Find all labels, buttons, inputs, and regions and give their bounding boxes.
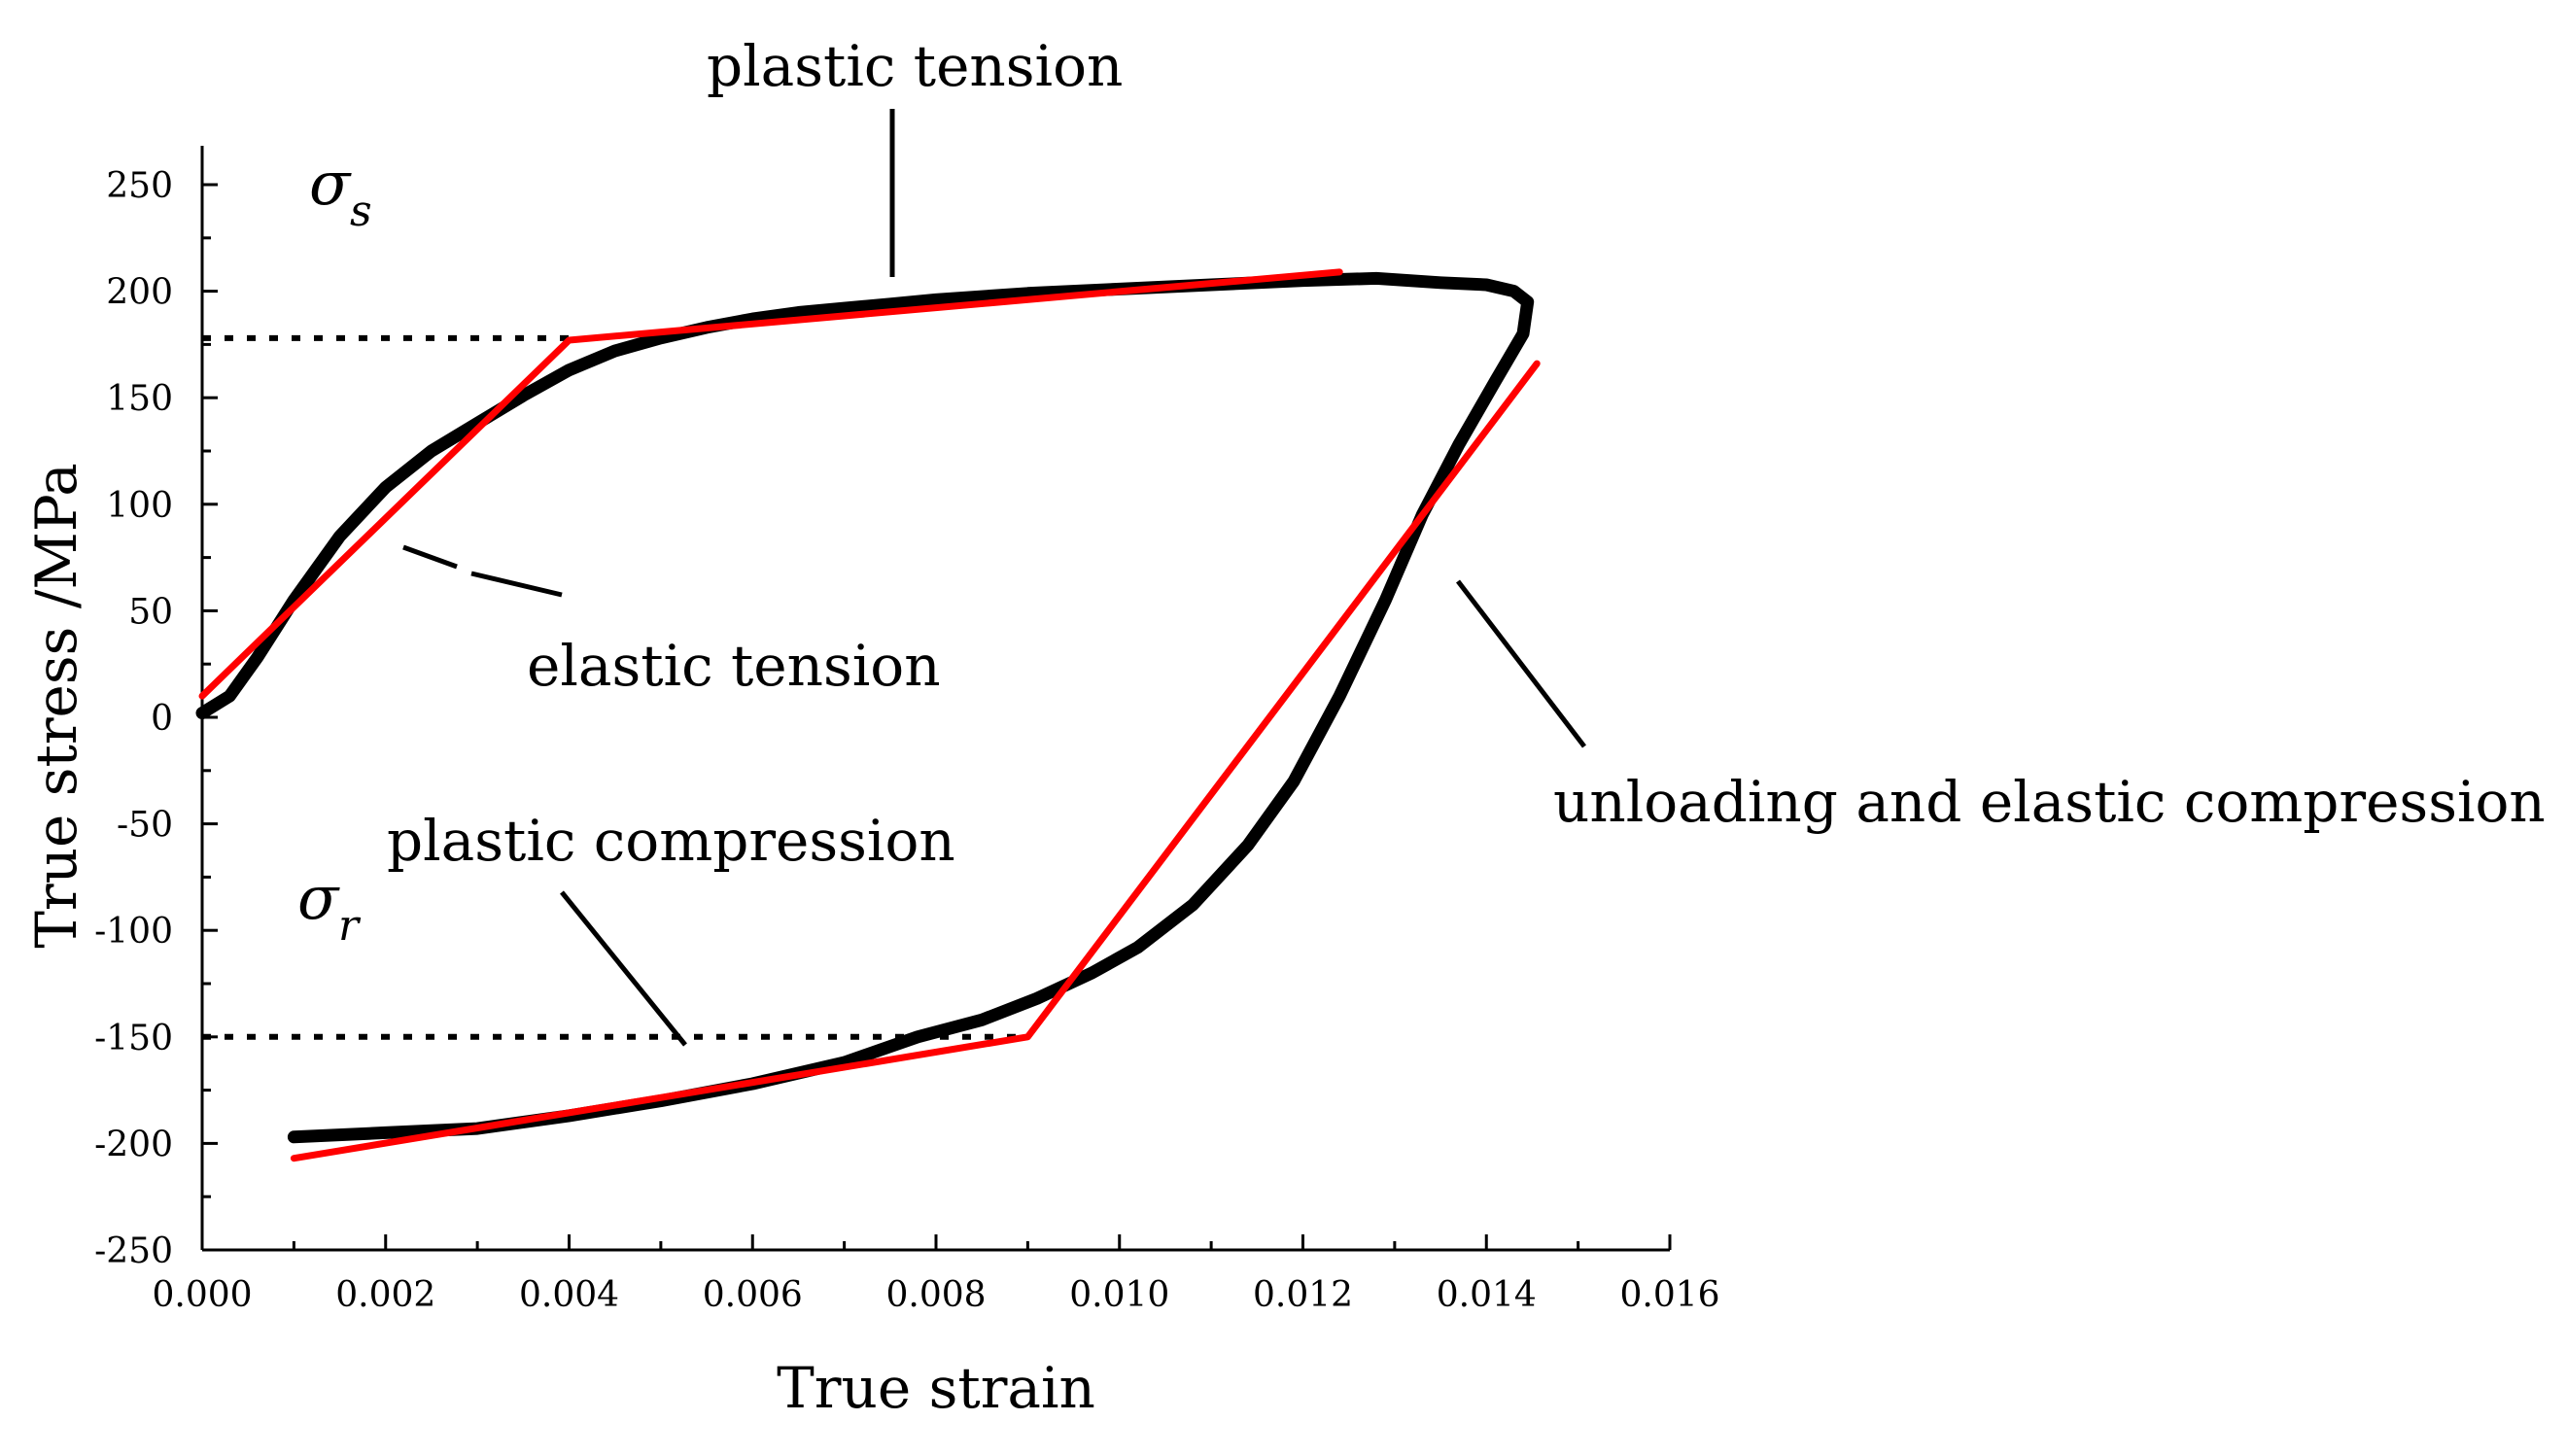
y-tick-label: 50: [128, 592, 173, 632]
data-point: [427, 447, 435, 455]
bilinear-fit-line: [198, 268, 1343, 700]
x-tick-label: 0.004: [519, 1275, 619, 1315]
data-point: [225, 692, 234, 701]
data-point: [610, 346, 619, 355]
data-point: [1290, 777, 1299, 785]
data-point: [1381, 596, 1390, 605]
x-tick-label: 0.016: [1619, 1275, 1719, 1315]
y-tick-label: -250: [94, 1231, 173, 1271]
y-axis-title: True stress /MPa: [23, 463, 89, 949]
data-point: [1509, 287, 1518, 295]
x-tick-label: 0.012: [1253, 1275, 1353, 1315]
data-point: [519, 392, 528, 400]
data-point: [1335, 692, 1344, 701]
unloading-pointer: [1456, 579, 1586, 748]
plastic-compression-label: plastic compression: [387, 808, 955, 874]
axes: 0.000 0.002 0.004 0.006 0.008 0.010 0.012 0.014…: [94, 146, 1720, 1315]
data-point: [1519, 329, 1527, 338]
data-point: [1243, 841, 1252, 849]
data-point: [1023, 289, 1032, 297]
y-tick-label: -150: [94, 1019, 173, 1058]
data-point: [1491, 376, 1500, 385]
data-point: [840, 304, 849, 313]
x-tick-label: 0.008: [885, 1275, 986, 1315]
data-point: [932, 295, 940, 304]
y-tick-label: 150: [106, 379, 173, 419]
data-point: [1088, 969, 1096, 978]
data-point: [1454, 440, 1463, 449]
data-point: [335, 532, 344, 540]
y-tick-label: -50: [117, 806, 173, 846]
elastic-tension-label: elastic tension: [527, 633, 941, 699]
data-point: [1133, 943, 1142, 952]
data-point: [914, 1032, 922, 1041]
data-point: [656, 333, 665, 342]
elastic-tension-pointer-2: [470, 571, 563, 598]
data-point: [1189, 900, 1197, 909]
data-point: [381, 483, 390, 492]
y-tick-label: -100: [94, 912, 173, 952]
y-tick-label: 250: [106, 166, 173, 206]
data-point: [1523, 297, 1532, 306]
y-tick-label: 100: [106, 486, 173, 526]
elastic-tension-pointer-1: [402, 544, 458, 570]
data-point: [1482, 281, 1491, 290]
data-point: [978, 1016, 987, 1024]
y-tick-label: -200: [94, 1125, 173, 1164]
data-point: [381, 1128, 390, 1137]
x-tick-label: 0.000: [152, 1275, 252, 1315]
x-tick-label: 0.014: [1437, 1275, 1537, 1315]
y-tick-label: 0: [151, 699, 173, 739]
data-point: [885, 299, 894, 308]
measured-curve: [195, 271, 1535, 1144]
bilinear-fit-line: [290, 360, 1541, 1162]
x-tick-label: 0.002: [335, 1275, 435, 1315]
data-point: [794, 308, 803, 317]
data-point: [198, 709, 206, 717]
data-point: [1437, 278, 1445, 287]
data-point: [290, 1132, 298, 1141]
data-point: [253, 653, 261, 662]
series-group: [195, 268, 1541, 1162]
reference-lines: [202, 334, 1028, 1040]
plastic-compression-pointer: [560, 890, 687, 1047]
data-point: [565, 365, 573, 374]
data-point: [1372, 274, 1380, 283]
x-tick-label: 0.010: [1069, 1275, 1169, 1315]
x-axis-title: True strain: [777, 1355, 1095, 1421]
plastic-tension-label: plastic tension: [707, 33, 1123, 99]
y-tick-label: 200: [106, 273, 173, 313]
unloading-label: unloading and elastic compression: [1553, 769, 2546, 835]
sigma-r-symbol: σ: [297, 862, 340, 933]
sigma-s-subscript: s: [350, 187, 372, 236]
sigma-r-subscript: r: [338, 901, 362, 951]
sigma-s-symbol: σ: [309, 148, 352, 219]
x-tick-label: 0.006: [703, 1275, 803, 1315]
data-point: [1032, 994, 1041, 1003]
